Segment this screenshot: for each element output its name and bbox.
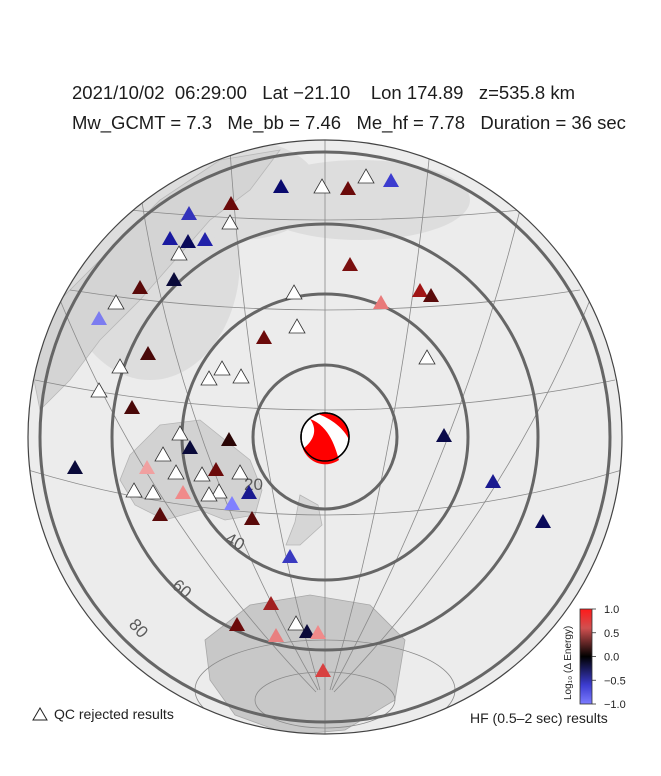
station-triangle bbox=[423, 288, 439, 302]
station-triangle bbox=[342, 257, 358, 271]
station-triangle-rejected bbox=[313, 178, 331, 194]
station-triangle bbox=[152, 507, 168, 521]
station-triangle bbox=[166, 272, 182, 286]
station-triangle bbox=[268, 628, 284, 642]
station-triangle bbox=[315, 663, 331, 677]
colorbar-tick-label: 0.5 bbox=[604, 628, 619, 640]
station-triangle bbox=[241, 485, 257, 499]
station-triangle-rejected bbox=[167, 464, 185, 480]
station-triangle-rejected bbox=[221, 214, 239, 230]
stations bbox=[67, 168, 551, 677]
globe-outline bbox=[27, 139, 623, 735]
station-triangle-rejected bbox=[107, 294, 125, 310]
station-triangle-rejected bbox=[210, 483, 228, 499]
station-triangle bbox=[140, 346, 156, 360]
station-triangle bbox=[197, 232, 213, 246]
colorbar-tick-label: 1.0 bbox=[604, 604, 619, 616]
colorbar-tick-label: 0.0 bbox=[604, 652, 619, 664]
station-triangle-rejected bbox=[193, 466, 211, 482]
station-triangle-rejected bbox=[285, 284, 303, 300]
station-triangle-rejected bbox=[200, 486, 218, 502]
station-triangle bbox=[124, 400, 140, 414]
station-triangle bbox=[182, 440, 198, 454]
station-triangle-rejected bbox=[90, 382, 108, 398]
station-triangle bbox=[180, 234, 196, 248]
qc-rejected-legend: QC rejected results bbox=[32, 706, 174, 722]
station-triangle bbox=[132, 280, 148, 294]
station-triangle-rejected bbox=[144, 484, 162, 500]
station-triangle bbox=[263, 596, 279, 610]
station-triangle-rejected bbox=[171, 425, 189, 441]
colorbar-label: Log₁₀ (Δ Energy) bbox=[563, 626, 574, 700]
station-triangle bbox=[208, 462, 224, 476]
station-triangle-rejected bbox=[170, 245, 188, 261]
station-triangle bbox=[485, 474, 501, 488]
station-triangle-rejected bbox=[287, 615, 305, 631]
station-triangle bbox=[224, 496, 240, 510]
colorbar-tick-label: −1.0 bbox=[604, 699, 626, 711]
station-triangle bbox=[299, 624, 315, 638]
distance-ring-60 bbox=[110, 222, 540, 652]
focal-mechanism-beachball bbox=[300, 412, 350, 465]
station-triangle-rejected bbox=[288, 318, 306, 334]
station-triangle bbox=[310, 625, 326, 639]
station-triangle bbox=[373, 295, 389, 309]
station-triangle-rejected bbox=[200, 370, 218, 386]
station-triangle bbox=[229, 617, 245, 631]
event-info-line-1: 2021/10/02 06:29:00 Lat −21.10 Lon 174.8… bbox=[72, 82, 575, 103]
station-triangle bbox=[412, 283, 428, 297]
station-triangle bbox=[162, 231, 178, 245]
station-triangle bbox=[436, 428, 452, 442]
station-triangle-rejected bbox=[357, 168, 375, 184]
magnitude-info-line-2: Mw_GCMT = 7.3 Me_bb = 7.46 Me_hf = 7.78 … bbox=[72, 112, 626, 133]
station-triangle bbox=[175, 485, 191, 499]
rejected-triangle-icon bbox=[32, 707, 48, 721]
station-triangle bbox=[535, 514, 551, 528]
station-triangle-rejected bbox=[231, 464, 249, 480]
station-triangle bbox=[221, 432, 237, 446]
colorbar-tick-label: −0.5 bbox=[604, 675, 626, 687]
station-triangle bbox=[139, 460, 155, 474]
distance-ring-20 bbox=[251, 363, 399, 511]
station-triangle bbox=[273, 179, 289, 193]
hf-results-label: HF (0.5–2 sec) results bbox=[470, 710, 608, 726]
station-triangle-rejected bbox=[111, 358, 129, 374]
station-triangle bbox=[244, 511, 260, 525]
station-triangle-rejected bbox=[213, 360, 231, 376]
station-triangle bbox=[340, 181, 356, 195]
station-triangle bbox=[282, 549, 298, 563]
station-triangle-rejected bbox=[418, 349, 436, 365]
station-triangle-rejected bbox=[154, 446, 172, 462]
station-triangle-rejected bbox=[232, 368, 250, 384]
distance-ring-80 bbox=[38, 150, 612, 724]
colorbar: 1.0 0.5 0.0 −0.5 −1.0 Log₁₀ (Δ Energy) bbox=[563, 604, 626, 711]
station-triangle bbox=[181, 206, 197, 220]
station-triangle bbox=[223, 196, 239, 210]
qc-rejected-label: QC rejected results bbox=[54, 706, 174, 722]
station-triangle bbox=[91, 311, 107, 325]
station-triangle bbox=[383, 173, 399, 187]
station-triangle bbox=[67, 460, 83, 474]
station-triangle bbox=[256, 330, 272, 344]
station-triangle-rejected bbox=[125, 482, 143, 498]
